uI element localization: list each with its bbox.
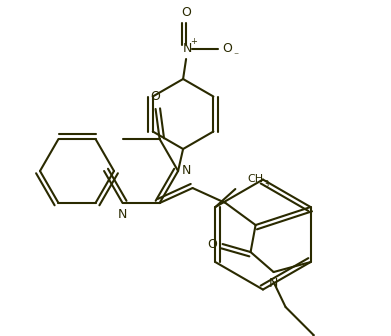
Text: ⁻: ⁻ (233, 51, 239, 61)
Text: N: N (181, 165, 191, 177)
Text: +: + (191, 38, 197, 46)
Text: O: O (181, 6, 191, 19)
Text: O: O (208, 238, 217, 251)
Text: N: N (269, 277, 278, 290)
Text: 3: 3 (263, 179, 269, 188)
Text: O: O (222, 42, 232, 55)
Text: CH: CH (248, 174, 264, 184)
Text: N: N (182, 42, 192, 55)
Text: N: N (118, 208, 127, 220)
Text: O: O (151, 90, 161, 103)
